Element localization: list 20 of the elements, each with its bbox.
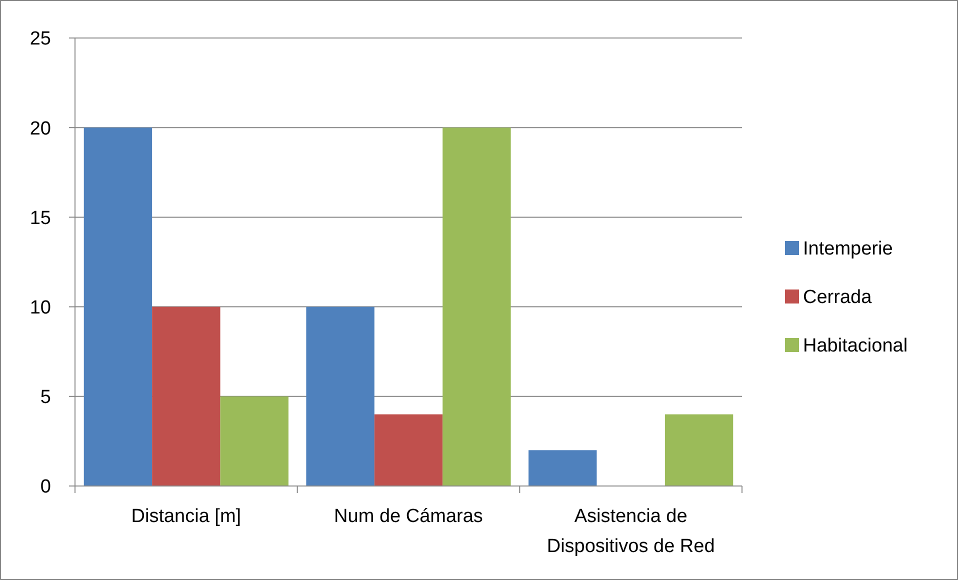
bar	[84, 128, 152, 486]
legend-label: Habitacional	[803, 336, 908, 357]
bar	[306, 306, 374, 486]
legend-label: Cerrada	[803, 287, 872, 308]
bar	[374, 414, 443, 486]
bar	[220, 396, 288, 486]
y-tick-label: 10	[30, 297, 51, 318]
x-tick-label: Distancia [m]	[131, 506, 242, 527]
bar	[664, 414, 734, 486]
legend-label: Intemperie	[803, 238, 893, 260]
y-tick-label: 5	[40, 387, 51, 408]
x-tick-label: Asistencia de Dispositivos de Red	[546, 506, 715, 557]
bar	[442, 128, 511, 486]
x-tick-label: Num de Cámaras	[334, 506, 483, 527]
y-tick-label: 20	[30, 118, 51, 140]
y-tick-label: 15	[30, 208, 51, 229]
y-tick-label: 25	[30, 28, 51, 50]
bar	[152, 306, 220, 486]
y-tick-label: 0	[40, 476, 51, 498]
bar	[528, 450, 597, 486]
